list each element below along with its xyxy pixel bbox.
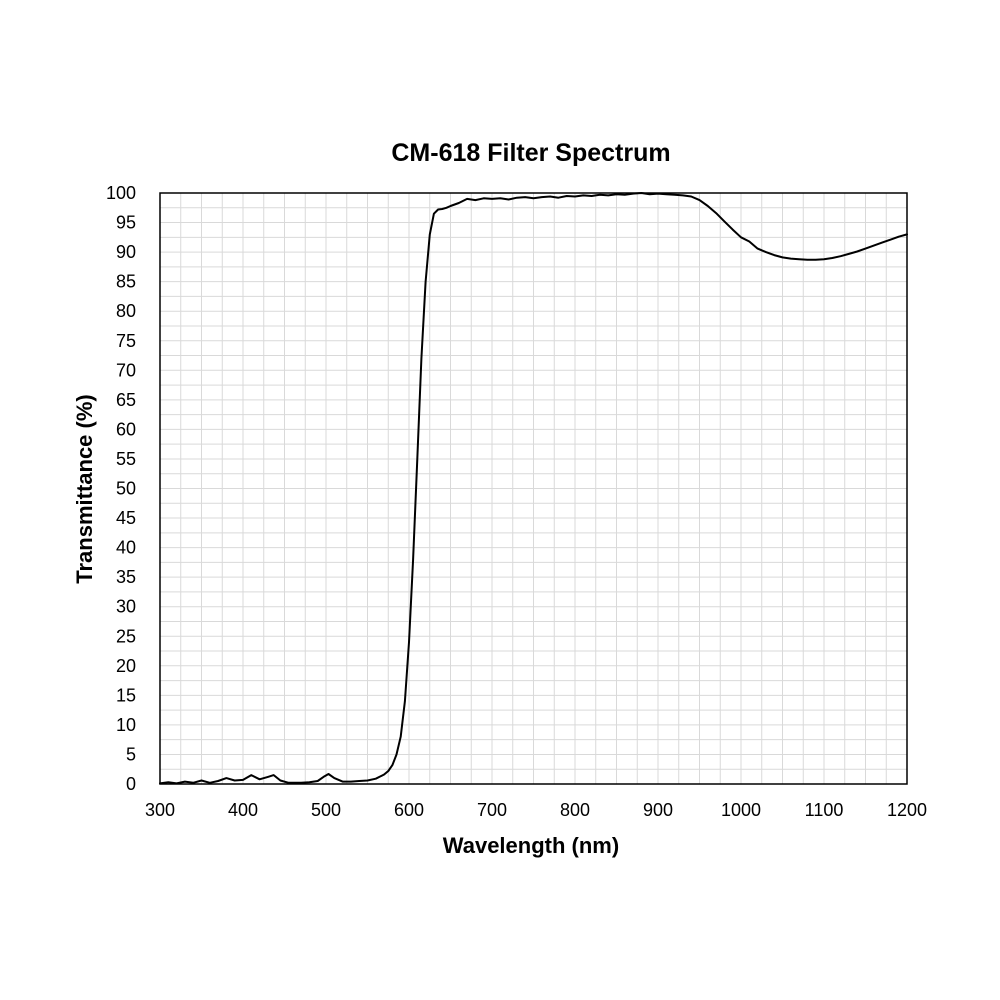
x-tick-label: 1000 (721, 800, 761, 820)
y-tick-label: 30 (116, 597, 136, 617)
y-tick-label: 90 (116, 242, 136, 262)
y-tick-label: 45 (116, 508, 136, 528)
x-tick-label: 500 (311, 800, 341, 820)
x-tick-label: 1200 (887, 800, 927, 820)
x-axis-label: Wavelength (nm) (443, 833, 619, 858)
y-axis-label: Transmittance (%) (72, 394, 97, 584)
y-tick-label: 100 (106, 183, 136, 203)
y-tick-label: 20 (116, 656, 136, 676)
y-tick-label: 5 (126, 744, 136, 764)
x-tick-label: 800 (560, 800, 590, 820)
series-line (159, 192, 908, 785)
y-tick-label: 85 (116, 272, 136, 292)
y-tick-label: 55 (116, 449, 136, 469)
x-axis: 300 400 500 600 700 800 900 1000 1100 1200 (145, 800, 927, 820)
x-tick-label: 300 (145, 800, 175, 820)
y-tick-label: 25 (116, 626, 136, 646)
y-tick-label: 10 (116, 715, 136, 735)
chart-title: CM-618 Filter Spectrum (391, 139, 670, 167)
x-tick-label: 900 (643, 800, 673, 820)
x-tick-label: 400 (228, 800, 258, 820)
y-tick-label: 95 (116, 213, 136, 233)
y-tick-label: 70 (116, 360, 136, 380)
y-tick-label: 80 (116, 301, 136, 321)
y-tick-label: 15 (116, 685, 136, 705)
x-tick-label: 700 (477, 800, 507, 820)
y-axis: 0 5 10 15 20 25 30 35 40 45 50 55 60 65 70 75 80 85 90 95 10… (106, 183, 136, 794)
y-tick-label: 65 (116, 390, 136, 410)
grid (160, 193, 907, 784)
y-tick-label: 35 (116, 567, 136, 587)
y-tick-label: 75 (116, 331, 136, 351)
plot-frame (159, 192, 908, 785)
y-tick-label: 60 (116, 419, 136, 439)
y-tick-label: 0 (126, 774, 136, 794)
x-tick-label: 1100 (805, 800, 844, 820)
y-tick-label: 50 (116, 479, 136, 499)
y-tick-label: 40 (116, 538, 136, 558)
x-tick-label: 600 (394, 800, 424, 820)
